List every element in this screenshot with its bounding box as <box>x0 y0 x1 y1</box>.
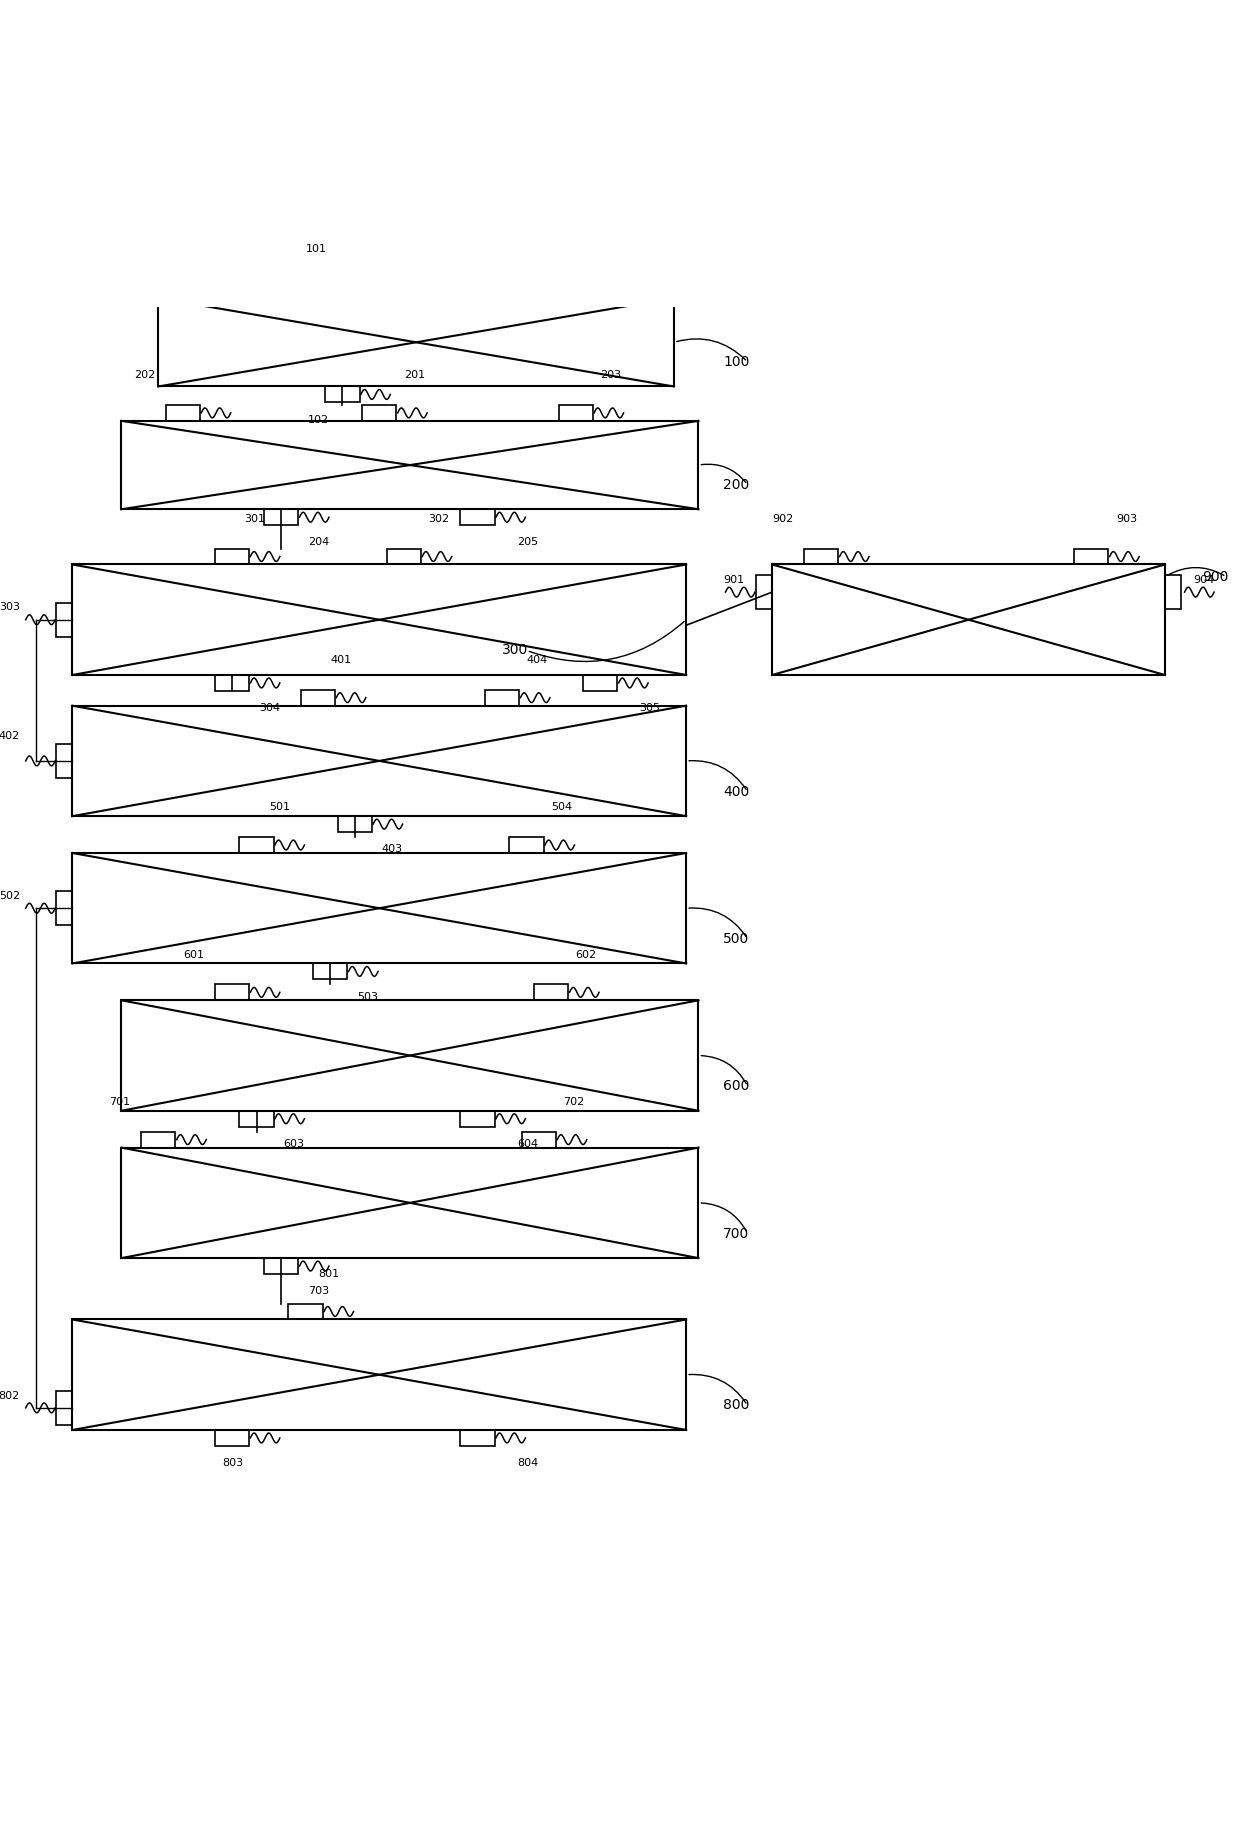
Bar <box>337 816 372 832</box>
Text: 604: 604 <box>517 1140 538 1149</box>
Bar <box>264 282 299 298</box>
Text: 205: 205 <box>517 538 538 547</box>
Bar <box>72 852 686 963</box>
Text: 101: 101 <box>305 243 326 254</box>
Bar <box>57 602 72 637</box>
Bar <box>72 565 686 676</box>
Text: 701: 701 <box>109 1097 130 1106</box>
Text: 602: 602 <box>575 950 596 959</box>
Bar <box>215 549 249 565</box>
Bar <box>460 1110 495 1127</box>
Text: 603: 603 <box>284 1140 305 1149</box>
Text: 203: 203 <box>600 370 621 381</box>
Text: 702: 702 <box>563 1097 585 1106</box>
Bar <box>215 676 249 690</box>
Bar <box>122 422 698 510</box>
Bar <box>522 1132 556 1147</box>
Bar <box>460 510 495 525</box>
Bar <box>264 510 299 525</box>
Bar <box>583 676 618 690</box>
Text: 804: 804 <box>517 1458 538 1467</box>
Text: 601: 601 <box>182 950 203 959</box>
Bar <box>485 690 520 705</box>
Text: 304: 304 <box>259 703 280 712</box>
Text: 402: 402 <box>0 731 20 742</box>
Bar <box>387 549 422 565</box>
Bar <box>264 1257 299 1274</box>
Text: 501: 501 <box>269 803 290 812</box>
Text: 403: 403 <box>382 845 403 854</box>
Text: 102: 102 <box>308 414 329 425</box>
Text: 801: 801 <box>317 1268 339 1279</box>
Bar <box>159 298 673 387</box>
Text: 802: 802 <box>0 1390 20 1401</box>
Bar <box>312 963 347 979</box>
Text: 305: 305 <box>640 703 661 712</box>
Bar <box>756 574 773 609</box>
Text: 504: 504 <box>551 803 573 812</box>
Bar <box>534 985 568 1000</box>
Bar <box>460 1430 495 1445</box>
Text: 700: 700 <box>723 1226 749 1241</box>
Text: 903: 903 <box>1116 514 1137 525</box>
Text: 800: 800 <box>723 1399 749 1412</box>
Text: 404: 404 <box>527 655 548 665</box>
Text: 300: 300 <box>502 643 528 657</box>
Text: 202: 202 <box>134 370 155 381</box>
Bar <box>558 405 593 422</box>
Text: 100: 100 <box>723 355 749 368</box>
Bar <box>510 838 544 852</box>
Text: 904: 904 <box>1193 574 1214 585</box>
Bar <box>362 405 397 422</box>
Bar <box>122 1000 698 1110</box>
Bar <box>122 1147 698 1257</box>
Bar <box>804 549 838 565</box>
Text: 901: 901 <box>723 574 744 585</box>
Text: 500: 500 <box>723 932 749 946</box>
Text: 600: 600 <box>723 1079 749 1094</box>
Bar <box>289 1303 322 1320</box>
Bar <box>57 1390 72 1425</box>
Bar <box>301 690 335 705</box>
Bar <box>1164 574 1180 609</box>
Text: 803: 803 <box>222 1458 243 1467</box>
Text: 900: 900 <box>1202 569 1228 584</box>
Text: 503: 503 <box>357 992 378 1002</box>
Bar <box>72 1320 686 1430</box>
Text: 301: 301 <box>244 514 265 525</box>
Bar <box>166 405 200 422</box>
Text: 401: 401 <box>330 655 351 665</box>
Text: 200: 200 <box>723 477 749 492</box>
Bar <box>1074 549 1109 565</box>
Text: 302: 302 <box>428 514 450 525</box>
Bar <box>72 705 686 816</box>
Bar <box>57 891 72 926</box>
Bar <box>141 1132 176 1147</box>
Text: 502: 502 <box>0 891 20 900</box>
Bar <box>215 985 249 1000</box>
Text: 204: 204 <box>308 538 330 547</box>
Text: 201: 201 <box>404 370 425 381</box>
Bar <box>239 838 274 852</box>
Bar <box>215 1430 249 1445</box>
Bar <box>773 565 1164 676</box>
Bar <box>325 387 360 403</box>
Text: 902: 902 <box>773 514 794 525</box>
Text: 400: 400 <box>723 784 749 799</box>
Text: 303: 303 <box>0 602 20 613</box>
Bar <box>239 1110 274 1127</box>
Bar <box>57 744 72 779</box>
Text: 703: 703 <box>308 1287 329 1296</box>
